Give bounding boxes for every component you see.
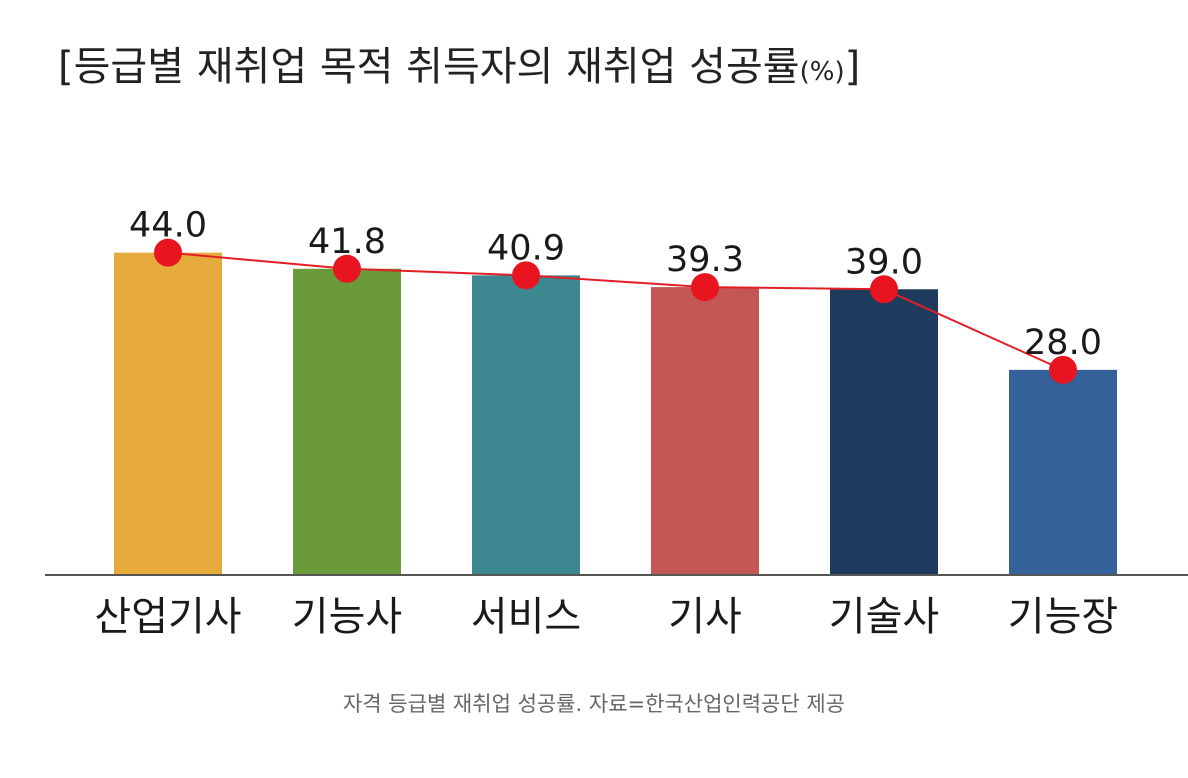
bar-4 xyxy=(651,287,759,575)
line-layer xyxy=(154,238,1077,384)
chart: [등급별 재취업 목적 취득자의 재취업 성공률(%)] 산업기사 기능사 서비스 기… xyxy=(45,44,1188,640)
bar-3 xyxy=(472,275,580,575)
category-labels: 산업기사 기능사 서비스 기사 기술사 기능장 xyxy=(94,594,1118,640)
series-line xyxy=(167,251,1064,371)
bar-5 xyxy=(830,289,938,575)
value-label-4: 39.3 xyxy=(666,240,744,280)
point-marker-3 xyxy=(512,261,540,290)
value-label-5: 39.0 xyxy=(845,242,923,282)
category-label-4: 기사 xyxy=(668,594,742,640)
chart-title-main: [등급별 재취업 목적 취득자의 재취업 성공률 xyxy=(58,44,800,90)
category-label-3: 서비스 xyxy=(471,594,581,640)
value-label-2: 41.8 xyxy=(308,222,386,262)
chart-title-unit: (%) xyxy=(800,57,845,87)
category-label-1: 산업기사 xyxy=(94,594,241,640)
category-label-6: 기능장 xyxy=(1008,594,1118,640)
category-label-5: 기술사 xyxy=(829,594,939,640)
bar-6 xyxy=(1009,369,1117,575)
bar-2 xyxy=(293,268,401,575)
bars-group xyxy=(114,252,1117,576)
point-marker-6 xyxy=(1049,355,1077,384)
point-marker-5 xyxy=(870,275,898,304)
source-caption: 자격 등급별 재취업 성공률. 자료=한국산업인력공단 제공 xyxy=(342,692,845,716)
value-label-6: 28.0 xyxy=(1024,323,1102,363)
point-marker-1 xyxy=(154,238,182,267)
value-label-1: 44.0 xyxy=(129,206,207,246)
bar-1 xyxy=(114,252,222,576)
chart-title-bracket: ] xyxy=(845,44,861,90)
category-label-2: 기능사 xyxy=(292,594,402,640)
chart-title: [등급별 재취업 목적 취득자의 재취업 성공률(%)] xyxy=(58,44,860,90)
point-marker-4 xyxy=(691,273,719,302)
point-marker-2 xyxy=(333,254,361,283)
value-label-3: 40.9 xyxy=(487,228,565,268)
value-labels: 44.0 41.8 40.9 39.3 39.0 28.0 xyxy=(129,206,1102,363)
